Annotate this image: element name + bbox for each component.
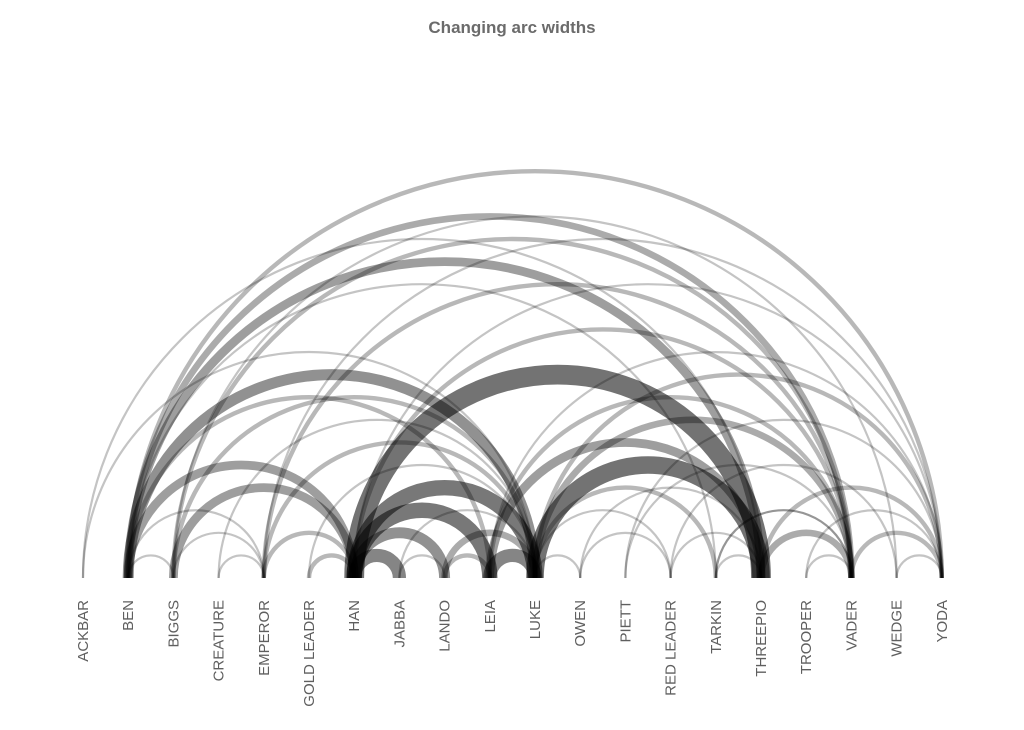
arc-biggs-han [169,483,359,579]
node-label-trooper: TROOPER [798,600,815,674]
arc-creature-emperor [217,554,265,579]
arc-leia-yoda [488,350,943,579]
arc-vader-tarkin [714,509,853,579]
node-label-yoda: YODA [934,600,951,643]
node-label-jabba: JABBA [391,600,408,648]
node-label-emperor: EMPEROR [256,600,273,676]
node-label-han: HAN [346,600,363,632]
node-label-biggs: BIGGS [165,600,182,648]
arc-ben-biggs [127,554,175,579]
arc-han-yoda [353,283,943,579]
arc-tarkin-vader [714,509,853,579]
node-label-vader: VADER [843,600,860,651]
node-label-wedge: WEDGE [889,600,906,657]
arc-ben-emperor [127,509,265,579]
arc-trooper-yoda [805,509,943,579]
arc-emperor-yoda [262,237,943,579]
node-label-luke: LUKE [527,600,544,639]
arc-biggs-wedge [172,215,898,579]
node-label-threepio: THREEPIO [753,600,770,677]
node-labels-layer: ACKBAR BEN BIGGS CREATURE EMPEROR GOLD LEADER… [75,600,951,707]
arcs-layer [81,169,944,579]
node-label-ben: BEN [120,600,137,631]
node-label-ackbar: ACKBAR [75,600,92,662]
arc-ben-luke [122,369,541,579]
arc-ben-han [123,460,359,579]
arc-vader-trooper [805,554,853,579]
node-label-leia: LEIA [482,600,499,633]
arc-ackbar-threepio [81,237,763,579]
arc-ben-yoda [126,169,944,579]
arc-biggs-vader [171,236,854,579]
node-label-owen: OWEN [572,600,589,647]
node-label-red-leader: RED LEADER [663,600,680,696]
arc-luke-yoda [532,372,944,579]
arc-threepio-yoda [758,485,944,579]
arc-ben-tarkin [127,283,717,579]
arc-vader-yoda [849,530,944,579]
arc-han-threepio [344,364,771,579]
arc-piett-yoda [624,418,943,579]
arc-biggs-emperor [172,531,265,579]
arc-biggs-luke [171,395,538,579]
arc-emperor-vader [261,282,854,579]
node-label-lando: LANDO [437,600,454,652]
arc-wedge-yoda [895,554,943,579]
node-label-creature: CREATURE [211,600,228,681]
arc-ben-vader [124,213,855,579]
chart-title: Changing arc widths [428,18,596,37]
arc-owen-red-leader [579,531,672,579]
node-label-piett: PIETT [617,600,634,643]
arc-ben-threepio [123,257,766,579]
arc-creature-luke [217,418,537,579]
arc-jabba-lando [398,554,446,579]
node-label-tarkin: TARKIN [708,600,725,654]
node-label-gold-leader: GOLD LEADER [301,600,318,707]
arc-red-leader-wedge [669,463,898,579]
arc-ackbar-luke [81,350,537,579]
